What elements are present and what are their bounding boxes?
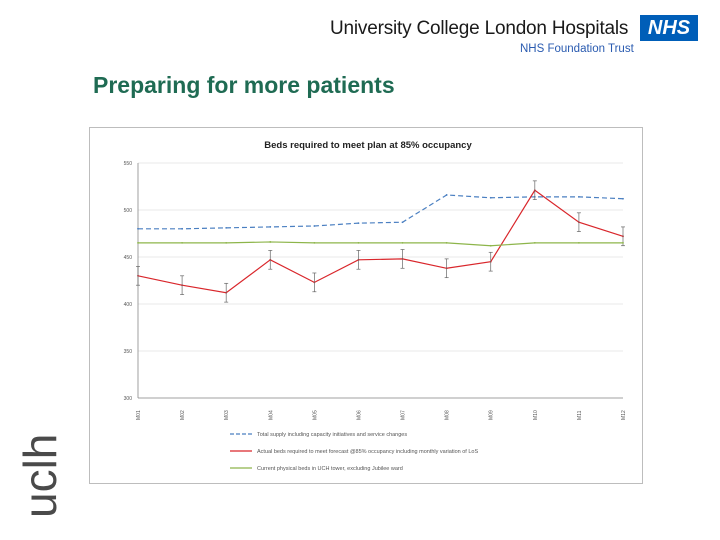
data-point (181, 227, 183, 230)
data-point (622, 242, 624, 244)
data-point (357, 222, 360, 225)
data-point (489, 244, 492, 247)
data-point (137, 242, 139, 244)
data-point (269, 226, 272, 228)
x-tick-label: M04 (268, 410, 274, 420)
x-tick-label: M10 (533, 410, 539, 420)
y-tick-label: 550 (124, 161, 133, 167)
data-point (269, 241, 272, 243)
x-tick-label: M09 (489, 410, 495, 420)
legend-label-2: Actual beds required to meet forecast @8… (257, 449, 478, 455)
data-point (445, 242, 448, 244)
chart-panel: Beds required to meet plan at 85% occupa… (89, 127, 643, 484)
x-tick-label: M02 (180, 410, 186, 420)
data-point (401, 242, 404, 244)
data-point (357, 242, 360, 244)
data-point (313, 225, 316, 227)
x-tick-label: M12 (621, 410, 627, 420)
data-point (137, 227, 139, 230)
y-tick-label: 400 (124, 302, 133, 308)
legend-label-3: Current physical beds in UCH tower, excl… (257, 466, 403, 472)
data-point (578, 242, 580, 244)
y-tick-label: 350 (124, 349, 133, 355)
y-tick-label: 500 (124, 208, 133, 214)
data-point (401, 221, 404, 224)
data-point (225, 226, 228, 229)
series-line-2 (137, 189, 624, 294)
data-point (489, 196, 492, 199)
data-point (445, 194, 448, 196)
data-point (313, 242, 316, 244)
x-tick-label: M03 (224, 410, 230, 420)
data-point (181, 242, 183, 244)
x-tick-label: M01 (136, 410, 142, 420)
x-tick-label: M06 (356, 410, 362, 420)
x-tick-label: M11 (577, 410, 583, 420)
y-tick-label: 300 (124, 396, 133, 402)
x-tick-label: M07 (401, 410, 407, 420)
uclh-logo-text: uclh (14, 434, 62, 518)
series-line-1 (138, 194, 624, 230)
y-tick-label: 450 (124, 255, 133, 261)
x-tick-label: M08 (445, 410, 451, 420)
uclh-logo: uclh (14, 434, 62, 518)
line-chart: Beds required to meet plan at 85% occupa… (124, 140, 627, 472)
org-name: University College London Hospitals (330, 18, 629, 39)
data-point (225, 242, 228, 244)
series-line-3 (138, 241, 623, 247)
data-point (622, 197, 624, 200)
nhs-logo: NHS (640, 15, 698, 41)
legend-label-1: Total supply including capacity initiati… (257, 432, 407, 438)
data-point (533, 242, 536, 244)
data-point (578, 195, 580, 198)
page-title: Preparing for more patients (93, 72, 395, 98)
x-tick-label: M05 (312, 410, 318, 420)
trust-name: NHS Foundation Trust (520, 43, 634, 55)
chart-title: Beds required to meet plan at 85% occupa… (264, 140, 472, 151)
